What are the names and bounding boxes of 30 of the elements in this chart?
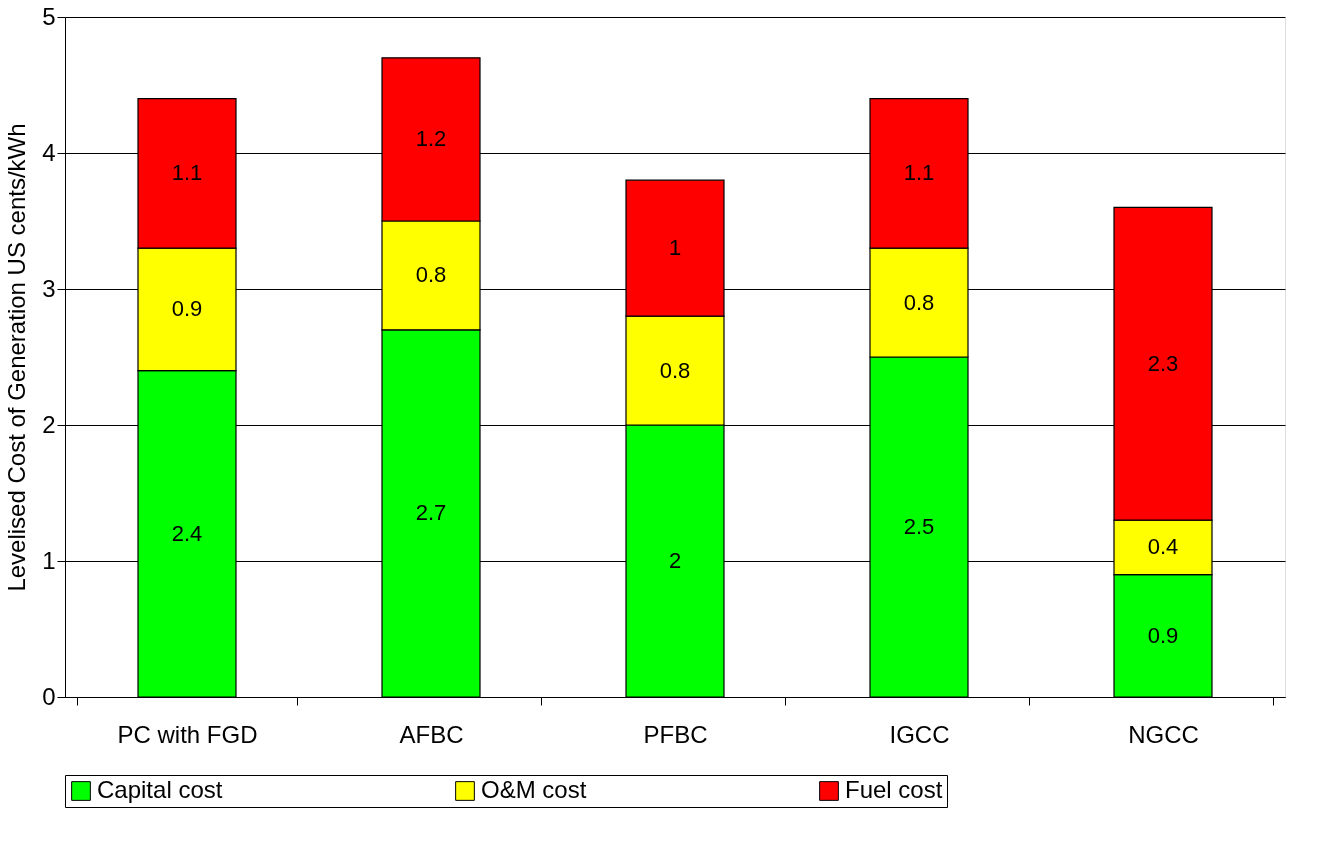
x-tick-label: NGCC [1128,720,1199,748]
data-label: 0.8 [415,262,447,288]
y-tick-label: 0 [42,682,56,710]
y-tick-label: 1 [42,546,56,574]
y-tick-label: 4 [42,138,56,166]
x-tick-label: IGCC [889,720,950,748]
data-label: 1.1 [171,160,203,186]
legend-label: Capital cost [97,776,223,803]
data-label: 2 [668,548,682,573]
x-tick-label: PC with FGD [117,720,258,748]
data-label: 2.7 [415,500,447,526]
data-label: 2.3 [1147,350,1179,376]
data-label: 2.5 [903,514,935,539]
x-tick-label: PFBC [643,720,708,748]
data-label: 0.4 [1147,534,1179,560]
y-tick-label: 5 [42,2,56,30]
legend-label: O&M cost [481,776,587,803]
y-tick-label: 2 [42,410,56,438]
data-label: 2.4 [171,520,203,546]
data-label: 0.8 [903,289,935,315]
x-tick-label: AFBC [399,720,464,748]
y-tick-label: 3 [42,274,56,302]
data-label: 1.2 [415,126,447,152]
data-label: 1.1 [903,160,935,186]
y-axis-title: Levelised Cost of Generation US cents/kWh [3,123,31,592]
data-label: 0.9 [1147,622,1179,648]
data-label: 0.8 [659,357,691,383]
data-label: 1 [668,235,682,261]
data-label: 0.9 [171,296,203,322]
legend-label: Fuel cost [845,776,943,803]
